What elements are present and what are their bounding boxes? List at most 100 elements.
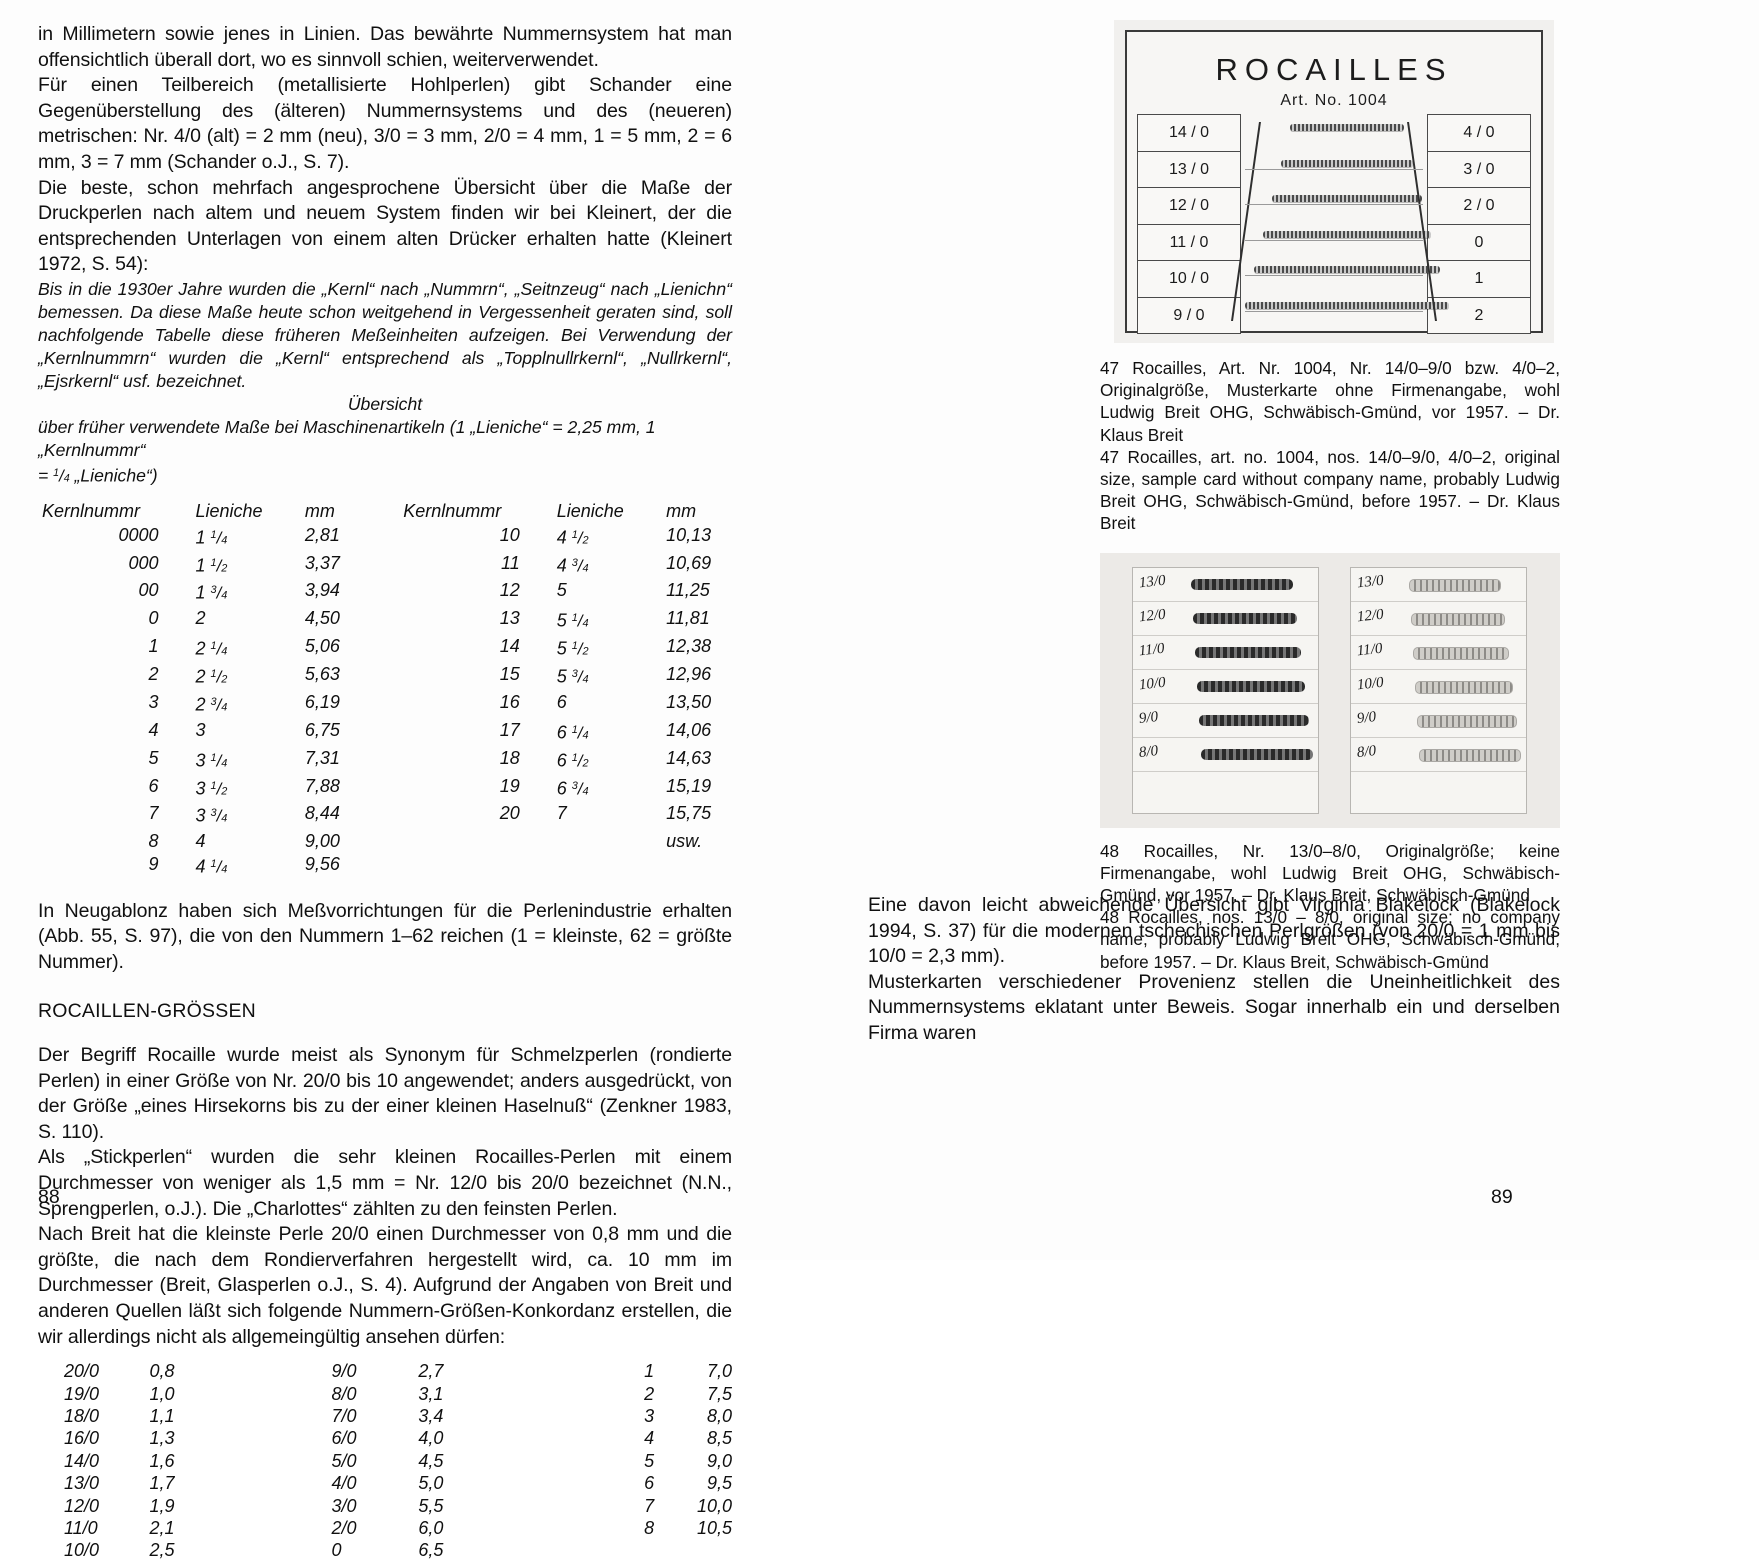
spacer: [368, 552, 399, 580]
table-row: 8 4 9,00 usw.: [38, 830, 732, 852]
figure-48-sample-cards: 13/0 12/0 11/0 10/0 9/0 8/0 13/0 12/0 11/0 10/0 9…: [1100, 552, 1560, 828]
col-spacer-4: [520, 500, 557, 523]
table-row: 20/0 0,8 9/0 2,7 1 7,0: [38, 1360, 732, 1382]
caption-47-german: 47 Rocailles, Art. Nr. 1004, Nr. 14/0–9/…: [1100, 358, 1560, 445]
spacer: [520, 663, 557, 691]
cell-lieniche-1: 3 1/2: [195, 778, 228, 799]
sample-card-right-label-2: 3 / 0: [1428, 151, 1530, 188]
spacer: [159, 691, 196, 719]
paragraph-5: Der Begriff Rocaille wurde meist als Syn…: [38, 1043, 732, 1143]
cell-mm-3: 8,0: [706, 1405, 732, 1426]
figure-48-light-row-6: 8/0: [1351, 738, 1526, 772]
spacer: [368, 607, 399, 635]
cell-lieniche-1: 2 1/2: [195, 666, 228, 687]
cell-size-3: 6: [644, 1473, 655, 1494]
cell-mm-2: 12,38: [666, 636, 712, 657]
cell-size-2: 5/0: [331, 1450, 357, 1471]
cell-kernlnummr-1: 00: [138, 580, 159, 601]
right-page-text-block: Eine davon leicht abweichende Übersicht …: [868, 893, 1560, 1047]
cell-lieniche-1: 4: [195, 831, 206, 852]
spacer: [649, 579, 666, 607]
cell-mm-2: 3,4: [418, 1405, 444, 1426]
cell-mm-1: 9,00: [304, 831, 340, 852]
cell-mm-2: 11,25: [666, 580, 710, 601]
spacer: [288, 775, 305, 803]
cell-lieniche-2: [557, 853, 649, 881]
spacer: [368, 853, 399, 881]
cell-kernlnummr-1: 5: [148, 747, 159, 768]
spacer: [368, 691, 399, 719]
table-row: 3 2 3/4 6,19 16 6 13,50: [38, 691, 732, 719]
cell-size-2: 0: [331, 1540, 342, 1561]
spacer: [38, 1025, 732, 1043]
spacer: [520, 802, 557, 830]
cell-size-3: [597, 1539, 655, 1561]
cell-kernlnummr-2: 11: [501, 552, 520, 573]
right-paragraph-2: Musterkarten verschiedener Provenienz st…: [868, 970, 1560, 1044]
cell-mm-1: 3,37: [304, 552, 340, 573]
spacer: [520, 607, 557, 635]
cell-mm-2: [666, 853, 732, 881]
cell-mm-1: 3,94: [304, 580, 340, 601]
cell-mm-2: usw.: [666, 831, 703, 852]
concordance-table: 20/0 0,8 9/0 2,7 1 7,0 19/0 1,0 8/0 3,1 2 7,5 18/0 1,…: [38, 1360, 732, 1562]
spacer: [159, 579, 196, 607]
spacer: [38, 1350, 732, 1360]
cell-mm-1: 6,75: [304, 719, 340, 740]
cell-lieniche-1: 1 1/2: [195, 555, 228, 576]
cell-mm-2: 5,0: [418, 1473, 444, 1494]
right-paragraph-1: Eine davon leicht abweichende Übersicht …: [868, 894, 1560, 968]
paragraph-4: In Neugablonz haben sich Meßvorrichtunge…: [38, 899, 732, 973]
cell-kernlnummr-1: 9: [148, 853, 159, 874]
measurement-table-header: Kernlnummr Lieniche mm Kernlnummr Lienic…: [38, 500, 732, 523]
concordance-table-body: 20/0 0,8 9/0 2,7 1 7,0 19/0 1,0 8/0 3,1 2 7,5 18/0 1,…: [38, 1360, 732, 1562]
spacer: [520, 853, 557, 881]
spacer: [649, 747, 666, 775]
bead-strand-6: [1245, 301, 1449, 309]
cell-size-1: 20/0: [64, 1361, 100, 1382]
cell-lieniche-2: 6 1/2: [556, 750, 589, 771]
measurement-table-body: 0000 1 1/4 2,81 10 4 1/2 10,13 000 1 1/2 3,37 11 4…: [38, 524, 732, 881]
col-spacer-2: [288, 500, 305, 523]
spacer: [520, 691, 557, 719]
bead-row-divider-4: [1245, 275, 1423, 276]
cell-size-3: 4: [644, 1428, 655, 1449]
bead-strand-5: [1254, 266, 1440, 273]
col-header-kernlnummr-2: Kernlnummr: [403, 501, 502, 522]
cell-mm-2: 5,5: [418, 1495, 444, 1516]
cell-kernlnummr-1: 4: [148, 719, 159, 740]
cell-mm-2: 3,1: [418, 1383, 444, 1404]
cell-mm-2: 15,75: [666, 803, 712, 824]
table-row: 000 1 1/2 3,37 11 4 3/4 10,69: [38, 552, 732, 580]
figure-48-dark-row-1: 13/0: [1133, 568, 1318, 602]
spacer: [649, 802, 666, 830]
spacer: [649, 524, 666, 552]
table-row: 16/0 1,3 6/0 4,0 4 8,5: [38, 1427, 732, 1449]
table-row: 00 1 3/4 3,94 12 5 11,25: [38, 579, 732, 607]
cell-mm-2: 12,96: [666, 664, 712, 685]
table-row: 7 3 3/4 8,44 20 7 15,75: [38, 802, 732, 830]
figure-48-light-row-3: 11/0: [1351, 636, 1526, 670]
figure-48-light-label-5: 9/0: [1356, 708, 1377, 727]
cell-kernlnummr-1: 8: [148, 831, 159, 852]
cell-mm-2: 14,06: [666, 719, 712, 740]
page-number-left: 88: [38, 1186, 60, 1208]
col-header-lieniche-2: Lieniche: [556, 501, 624, 522]
cell-size-3: 2: [644, 1383, 655, 1404]
cell-kernlnummr-2: [399, 830, 520, 852]
cell-lieniche-2: [557, 830, 649, 852]
cell-lieniche-2: 6 3/4: [556, 778, 589, 799]
page-number-right: 89: [1491, 1186, 1513, 1208]
table-row: 9 4 1/4 9,56: [38, 853, 732, 881]
spacer: [159, 853, 196, 881]
figure-48-light-strand-5: [1417, 714, 1517, 728]
cell-mm-3: [654, 1539, 732, 1561]
cell-mm-2: 14,63: [666, 747, 712, 768]
cell-mm-2: 13,50: [666, 691, 712, 712]
document-spread: in Millimetern sowie jenes in Linien. Da…: [38, 20, 1560, 1561]
cell-size-1: 10/0: [64, 1540, 100, 1561]
figure-47-sample-card: ROCAILLES Art. No. 1004 14 / 0 13 / 0 12 /…: [1114, 20, 1554, 343]
figure-48-dark-strand-5: [1199, 714, 1309, 726]
spacer: [288, 663, 305, 691]
